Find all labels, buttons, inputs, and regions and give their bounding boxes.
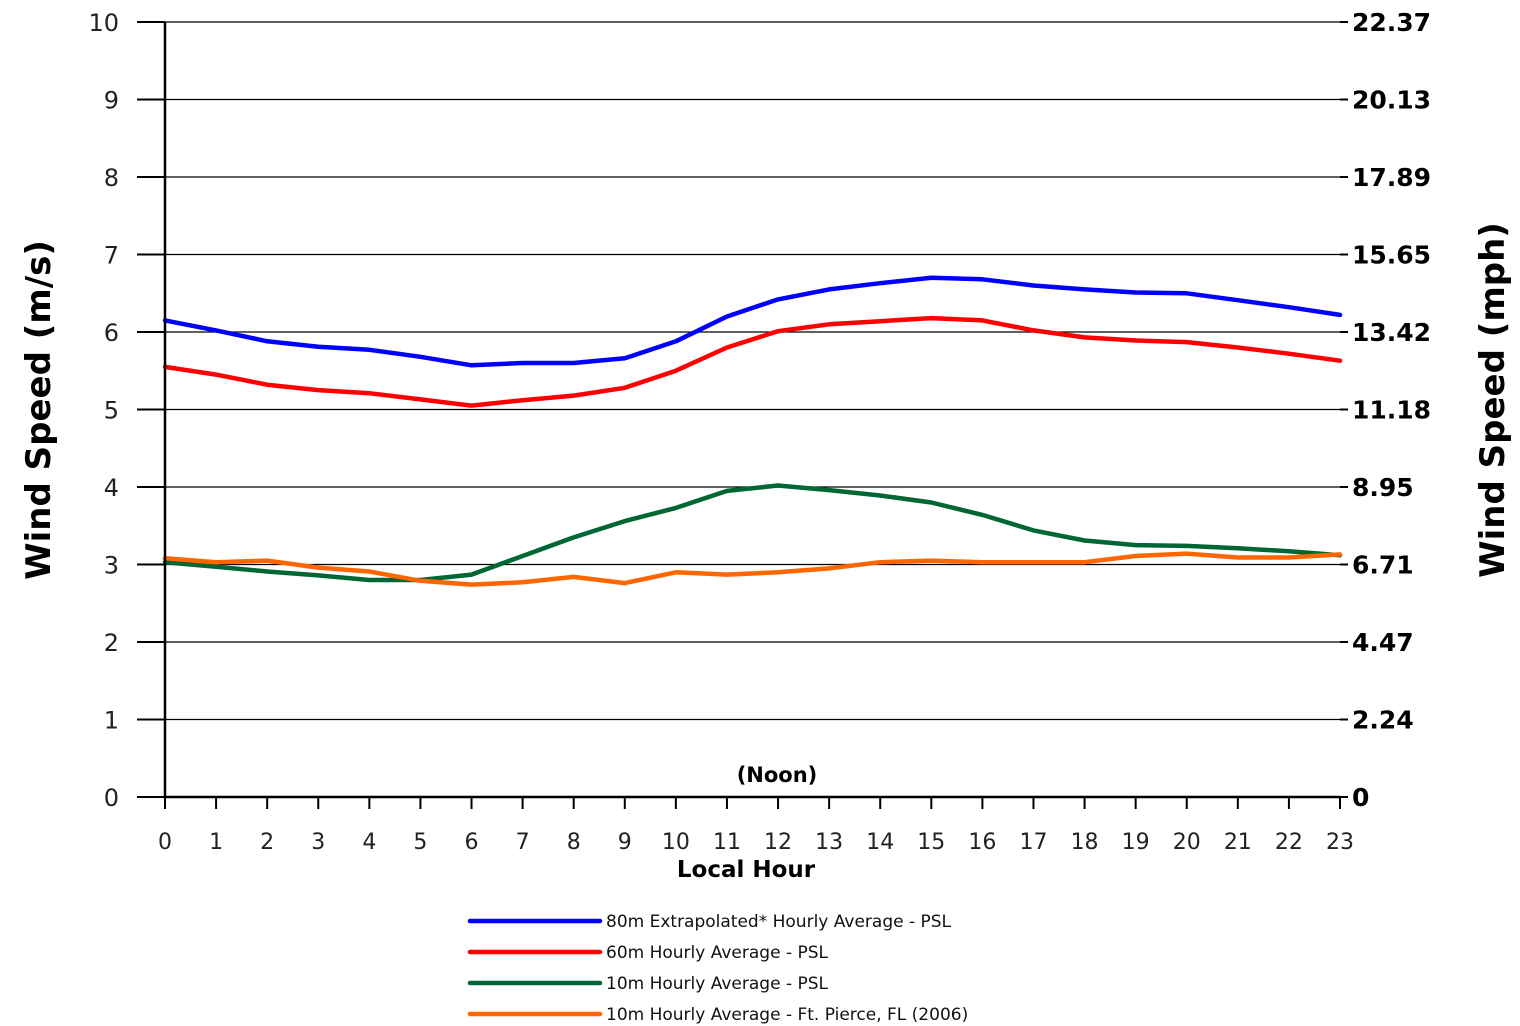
right-y-axis-title: Wind Speed (mph) — [1473, 222, 1513, 578]
y-tick-labels: 0 1 2 3 4 5 6 7 8 9 10 — [88, 9, 119, 812]
x-tick-label: 6 — [465, 830, 479, 855]
x-tick-label: 0 — [158, 830, 172, 855]
x-tick-label: 5 — [413, 830, 427, 855]
right-y-tick-label: 13.42 — [1352, 318, 1431, 347]
x-tick-label: 12 — [764, 830, 792, 855]
x-tick-label: 4 — [362, 830, 376, 855]
x-tick-label: 16 — [968, 830, 996, 855]
x-tick-label: 7 — [516, 830, 530, 855]
legend: 80m Extrapolated* Hourly Average - PSL 60… — [467, 912, 968, 1025]
legend-label: 10m Hourly Average - Ft. Pierce, FL (200… — [606, 1005, 968, 1025]
y-tick-label: 10 — [88, 9, 119, 37]
series-line — [162, 483, 1343, 583]
x-tick-label: 18 — [1071, 830, 1099, 855]
y-tick-label: 7 — [104, 242, 119, 270]
series-line — [162, 551, 1343, 587]
legend-label: 60m Hourly Average - PSL — [606, 943, 829, 963]
right-y-tick-label: 11.18 — [1352, 396, 1431, 425]
right-y-tick-label: 20.13 — [1352, 86, 1431, 115]
right-y-tick-label: 0 — [1352, 783, 1369, 812]
series-line — [162, 315, 1343, 408]
x-tick-labels: 0 1 2 3 4 5 6 7 8 9 10 11 12 13 14 15 16 17 18 19 20 21 22 23 — [158, 830, 1354, 855]
x-tick-label: 17 — [1019, 830, 1047, 855]
y-axis-title: Wind Speed (m/s) — [19, 240, 59, 580]
y-tick-label: 4 — [104, 474, 119, 502]
right-y-tick-label: 2.24 — [1352, 706, 1414, 735]
series-line — [162, 275, 1343, 368]
right-y-tick-labels: 0 2.24 4.47 6.71 8.95 11.18 13.42 15.65 17.89 20.… — [1352, 8, 1431, 812]
gridlines — [137, 21, 1348, 809]
legend-label: 10m Hourly Average - PSL — [606, 974, 829, 994]
x-tick-label: 13 — [815, 830, 843, 855]
legend-label: 80m Extrapolated* Hourly Average - PSL — [606, 912, 952, 932]
x-tick-label: 10 — [662, 830, 690, 855]
y-tick-label: 9 — [104, 87, 119, 115]
axes — [163, 22, 1340, 799]
x-tick-label: 8 — [567, 830, 581, 855]
x-tick-label: 23 — [1326, 830, 1354, 855]
x-axis-title: Local Hour — [677, 857, 816, 883]
right-y-tick-label: 6.71 — [1352, 551, 1414, 580]
right-y-tick-label: 17.89 — [1352, 163, 1431, 192]
x-tick-label: 21 — [1224, 830, 1252, 855]
y-tick-label: 1 — [104, 707, 119, 735]
y-tick-label: 2 — [104, 629, 119, 657]
x-tick-label: 3 — [311, 830, 325, 855]
x-tick-label: 22 — [1275, 830, 1303, 855]
right-y-tick-label: 8.95 — [1352, 473, 1414, 502]
x-tick-label: 19 — [1122, 830, 1150, 855]
x-tick-label: 11 — [713, 830, 741, 855]
y-tick-label: 6 — [104, 319, 119, 347]
x-tick-label: 15 — [917, 830, 945, 855]
y-tick-label: 0 — [104, 784, 119, 812]
noon-annotation: (Noon) — [737, 763, 818, 787]
right-y-tick-label: 4.47 — [1352, 628, 1414, 657]
x-tick-label: 20 — [1173, 830, 1201, 855]
right-y-tick-label: 15.65 — [1352, 241, 1431, 270]
y-tick-label: 5 — [104, 397, 119, 425]
x-tick-label: 9 — [618, 830, 632, 855]
series-lines — [162, 275, 1343, 587]
x-tick-label: 14 — [866, 830, 894, 855]
x-tick-label: 2 — [260, 830, 274, 855]
right-y-tick-label: 22.37 — [1352, 8, 1431, 37]
y-tick-label: 8 — [104, 164, 119, 192]
x-tick-label: 1 — [209, 830, 223, 855]
y-tick-label: 3 — [104, 552, 119, 580]
